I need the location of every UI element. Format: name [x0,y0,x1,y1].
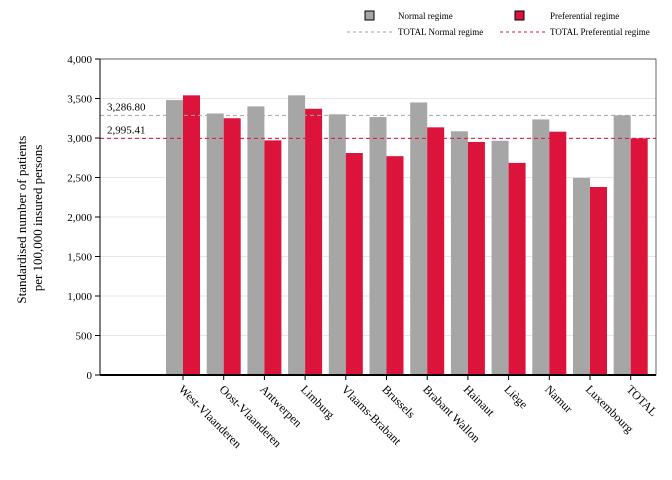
x-tick-label: Limburg [298,382,337,421]
x-tick-label: Hainaut [461,382,498,419]
y-tick-label: 0 [87,370,93,382]
legend-label-total-normal: TOTAL Normal regime [398,27,483,37]
bar-preferential [305,108,323,376]
bar-preferential [264,140,282,375]
bar-normal [491,140,509,375]
bar-preferential [590,186,607,375]
legend-label-normal: Normal regime [398,11,453,21]
legend: Normal regime Preferential regime TOTAL … [347,10,650,37]
reference-line-label: 3,286.80 [107,101,146,113]
x-tick-label: Liège [501,382,530,411]
legend-swatch-preferential [514,10,525,21]
y-tick-label: 3,500 [67,94,92,106]
bar-preferential [467,141,485,375]
legend-label-preferential: Preferential regime [550,11,619,21]
bars [166,95,648,376]
bar-normal [328,114,346,376]
bar-normal [450,131,468,375]
y-tick-label: 2,000 [67,212,92,224]
bar-preferential [183,95,200,375]
y-tick-label: 1,500 [67,252,92,264]
bar-normal [206,113,224,375]
bar-preferential [223,118,241,375]
bar-preferential [549,131,567,375]
y-tick-label: 1,000 [67,291,92,303]
bar-preferential [386,156,404,375]
legend-label-total-preferential: TOTAL Preferential regime [550,27,650,37]
y-axis-title-line-2: per 100,000 insured persons [30,145,45,292]
bar-preferential [630,138,648,375]
bar-normal [166,100,183,375]
bar-preferential [345,153,363,375]
bar-normal [288,95,306,375]
x-axis: West-VlaanderenOost-VlaanderenAntwerpenL… [100,374,661,451]
bar-normal [410,102,428,375]
y-tick-label: 500 [76,331,93,343]
y-tick-label: 3,000 [67,133,92,145]
bar-normal [369,117,387,375]
y-axis-title-line-1: Standardised number of patients [14,136,29,304]
bar-preferential [508,162,526,375]
reference-lines: 3,286.80 2,995.41 [100,101,656,139]
bar-normal [247,106,265,376]
legend-swatch-normal [364,10,375,21]
y-tick-label: 2,500 [67,173,92,185]
x-tick-label: Namur [542,382,575,415]
bar-normal [613,115,631,376]
reference-line-label: 2,995.41 [107,124,146,136]
x-tick-label: TOTAL [624,382,661,419]
bar-normal [532,119,550,375]
y-tick-label: 4,000 [67,54,92,66]
x-tick-label: Brussels [379,382,418,421]
bar-normal [573,177,590,375]
y-axis-title: Standardised number of patients per 100,… [14,132,45,303]
bar-preferential [427,127,445,376]
